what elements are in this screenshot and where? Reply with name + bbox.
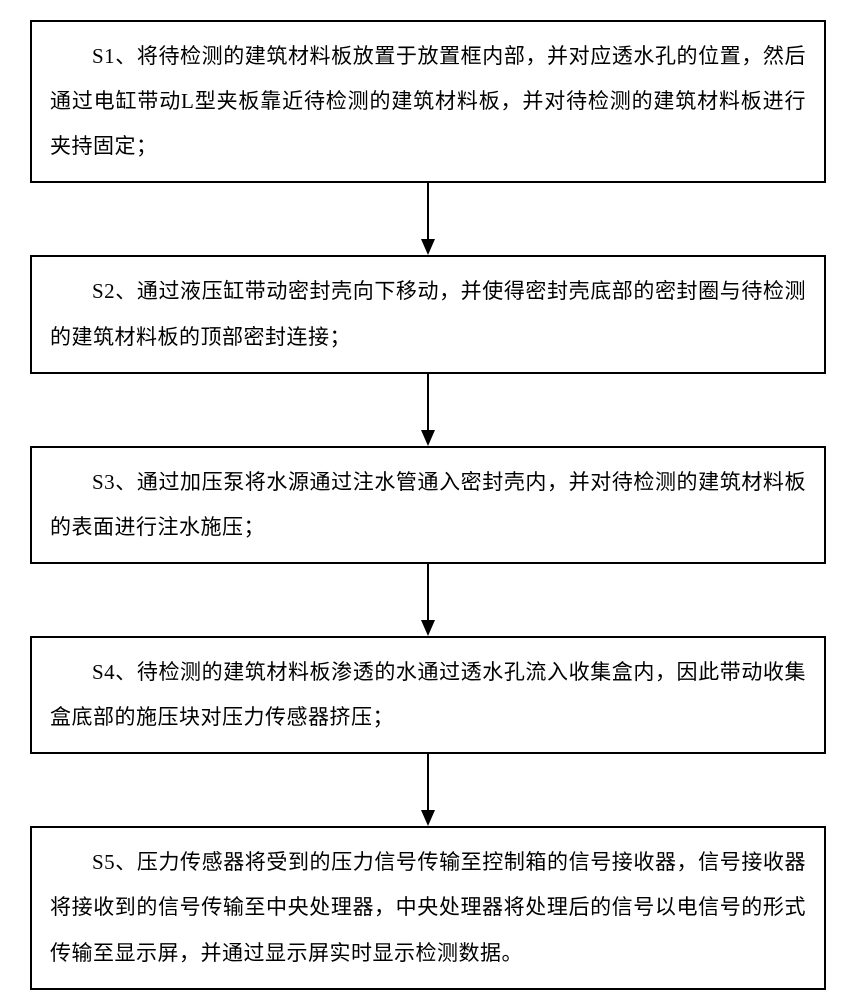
- arrow-down-icon: [418, 374, 438, 446]
- step-box-s3: S3、通过加压泵将水源通过注水管通入密封壳内，并对待检测的建筑材料板的表面进行注…: [30, 446, 826, 564]
- step-text-s4: S4、待检测的建筑材料板渗透的水通过透水孔流入收集盒内，因此带动收集盒底部的施压…: [50, 650, 806, 740]
- step-box-s2: S2、通过液压缸带动密封壳向下移动，并使得密封壳底部的密封圈与待检测的建筑材料板…: [30, 255, 826, 373]
- step-text-s1: S1、将待检测的建筑材料板放置于放置框内部，并对应透水孔的位置，然后通过电缸带动…: [50, 34, 806, 169]
- arrow-container-3: [30, 564, 826, 636]
- step-box-s4: S4、待检测的建筑材料板渗透的水通过透水孔流入收集盒内，因此带动收集盒底部的施压…: [30, 636, 826, 754]
- arrow-down-icon: [418, 564, 438, 636]
- step-text-s5: S5、压力传感器将受到的压力信号传输至控制箱的信号接收器，信号接收器将接收到的信…: [50, 840, 806, 975]
- step-text-s3: S3、通过加压泵将水源通过注水管通入密封壳内，并对待检测的建筑材料板的表面进行注…: [50, 460, 806, 550]
- arrow-container-1: [30, 183, 826, 255]
- arrow-container-4: [30, 754, 826, 826]
- step-box-s1: S1、将待检测的建筑材料板放置于放置框内部，并对应透水孔的位置，然后通过电缸带动…: [30, 20, 826, 183]
- arrow-down-icon: [418, 754, 438, 826]
- flowchart-container: S1、将待检测的建筑材料板放置于放置框内部，并对应透水孔的位置，然后通过电缸带动…: [30, 20, 826, 990]
- step-box-s5: S5、压力传感器将受到的压力信号传输至控制箱的信号接收器，信号接收器将接收到的信…: [30, 826, 826, 989]
- arrow-container-2: [30, 374, 826, 446]
- arrow-down-icon: [418, 183, 438, 255]
- step-text-s2: S2、通过液压缸带动密封壳向下移动，并使得密封壳底部的密封圈与待检测的建筑材料板…: [50, 269, 806, 359]
